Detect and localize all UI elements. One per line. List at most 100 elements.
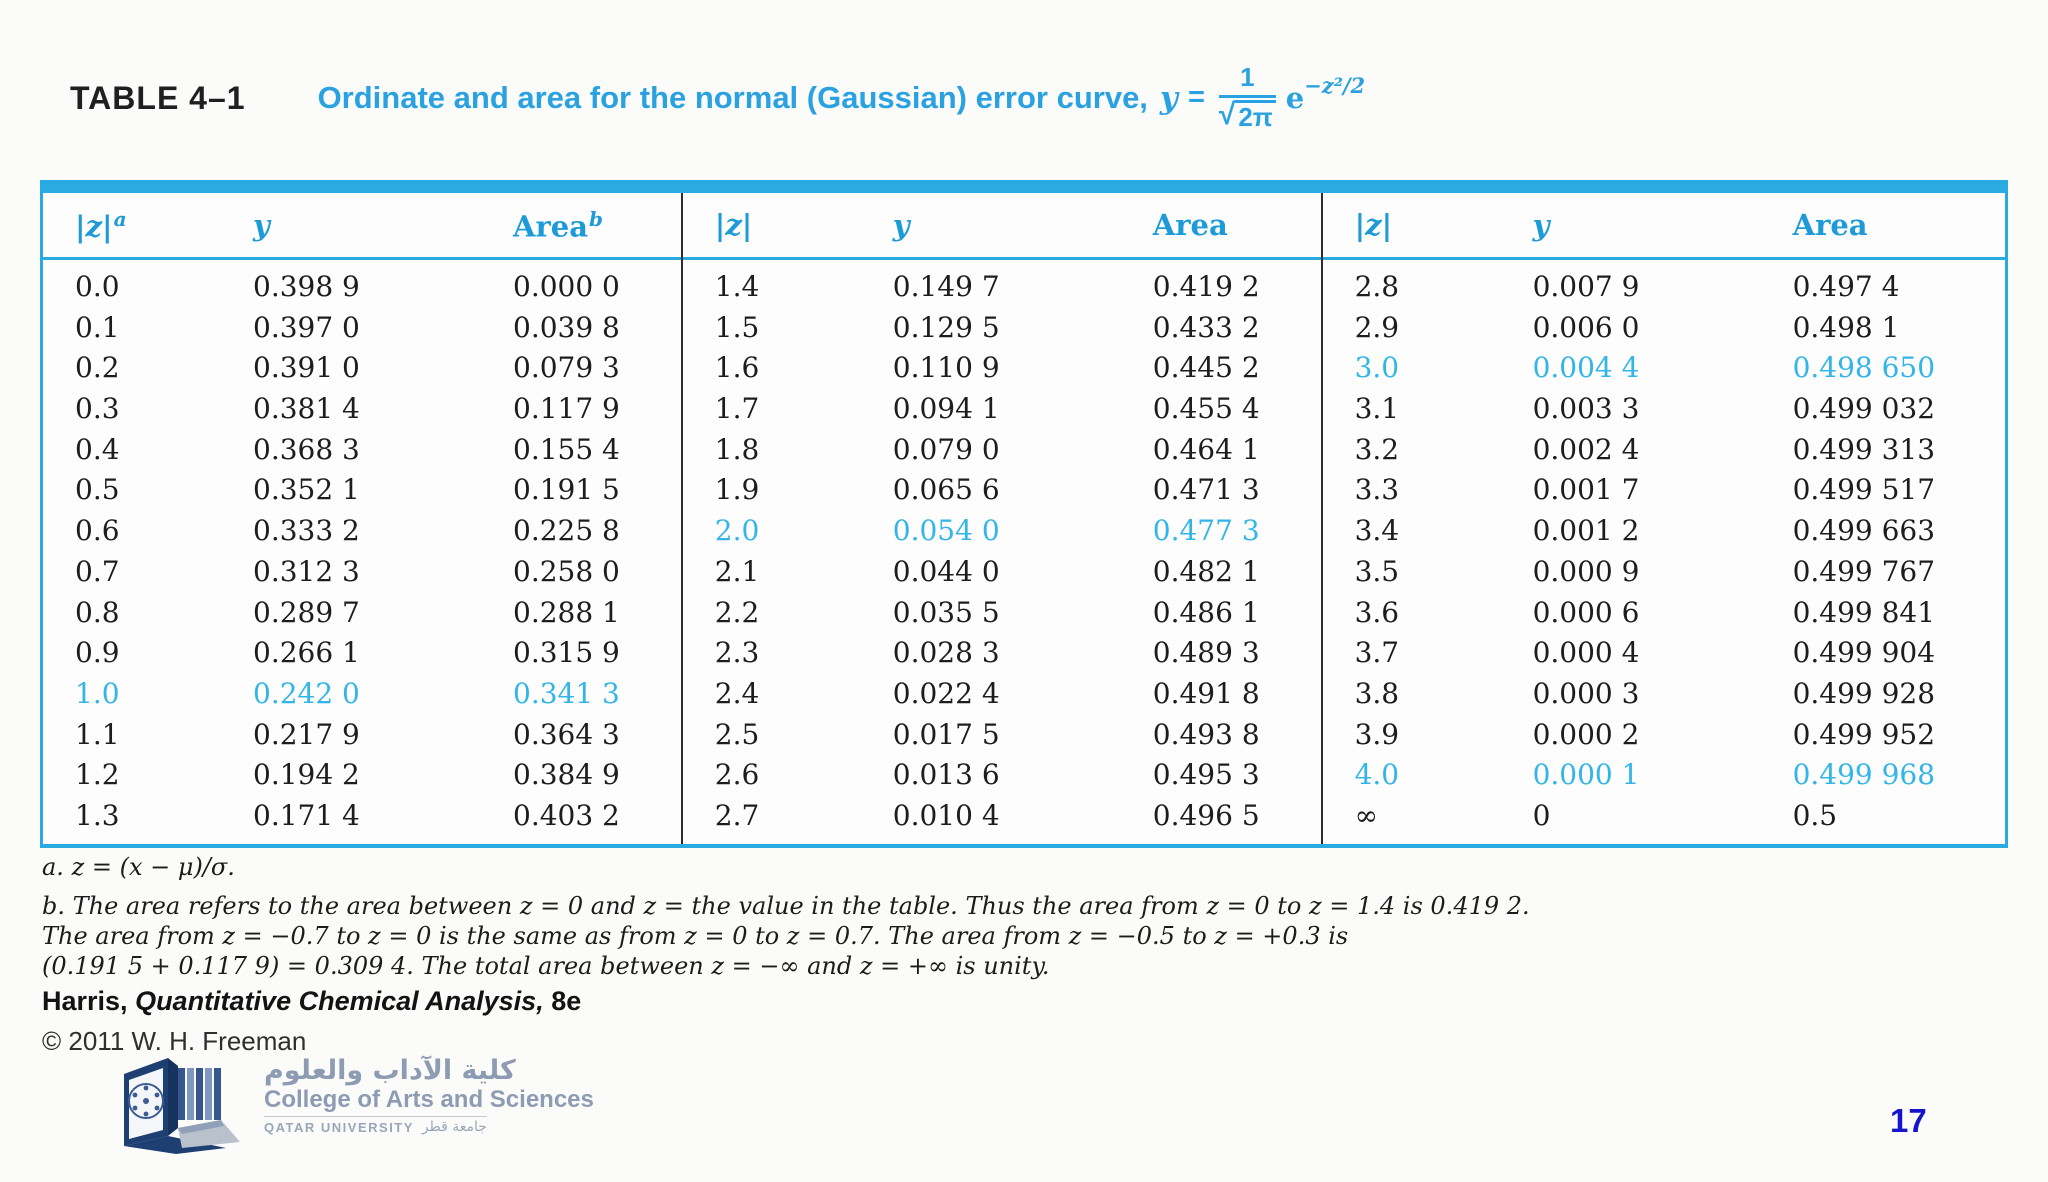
radical-sign: √ — [1218, 98, 1236, 132]
footnote-b: b. The area refers to the area between z… — [42, 891, 1530, 981]
citation-book-title: Quantitative Chemical Analysis, — [135, 986, 544, 1016]
table-cell: 0.194 2 — [253, 758, 360, 792]
table-cell: 3.4 — [1354, 514, 1400, 548]
table-cell: 2.5 — [714, 717, 760, 751]
column-header: Area — [1153, 208, 1321, 242]
table-cell: 0.403 2 — [513, 799, 620, 833]
table-cell: 0.117 9 — [513, 392, 620, 426]
citation-author: Harris, — [42, 986, 136, 1016]
table-row: 2.5 0.017 5 0.493 8 — [683, 714, 1321, 755]
table-cell: 3.5 — [1354, 554, 1400, 588]
table-cell: 0.333 2 — [253, 514, 360, 548]
table-row: 0.3 0.381 4 0.117 9 — [43, 388, 681, 429]
table-cell: 1.9 — [714, 473, 760, 507]
table-row: 0.5 0.352 1 0.191 5 — [43, 470, 681, 511]
table-cell: 3.6 — [1354, 595, 1400, 629]
table-cell: 0.007 9 — [1532, 269, 1640, 303]
table-row: 2.1 0.044 0 0.482 1 — [683, 551, 1321, 592]
table-cell: 0.499 904 — [1792, 636, 1936, 670]
table-cell: 0.315 9 — [513, 636, 620, 670]
table-cell: 0.000 2 — [1532, 717, 1640, 751]
footnote-b-line: The area from z = −0.7 to z = 0 is the s… — [42, 922, 1349, 950]
table-row: 2.4 0.022 4 0.491 8 — [683, 673, 1321, 714]
table-cell: 0.489 3 — [1152, 636, 1260, 670]
logo-english-title: College of Arts and Sciences — [264, 1086, 594, 1113]
formula-numerator: 1 — [1218, 63, 1276, 99]
footnote-b-line: (0.191 5 + 0.117 9) = 0.309 4. The total… — [42, 952, 1050, 980]
logo-text-block: كلية الآداب والعلوم College of Arts and … — [264, 1056, 594, 1135]
table-cell: 0.002 4 — [1532, 432, 1640, 466]
table-cell: 2.1 — [714, 554, 760, 588]
logo-subtitle: QATAR UNIVERSITY جامعة قطر — [264, 1116, 487, 1135]
table-row: 3.3 0.001 7 0.499 517 — [1323, 470, 2005, 511]
table-cell: 0.477 3 — [1152, 514, 1260, 548]
table-row: 1.1 0.217 9 0.364 3 — [43, 714, 681, 755]
table-cell: 0.288 1 — [513, 595, 620, 629]
table-row: 1.6 0.110 9 0.445 2 — [683, 347, 1321, 388]
table-row: 0.2 0.391 0 0.079 3 — [43, 347, 681, 388]
table-cell: 1.8 — [714, 432, 760, 466]
table-cell: 0.004 4 — [1532, 351, 1640, 385]
table-cell: 0.079 3 — [513, 351, 620, 385]
qatar-university-logo-icon — [116, 1056, 248, 1161]
table-cell: 0.1 — [75, 310, 120, 344]
table-row: 0.1 0.397 0 0.039 8 — [43, 307, 681, 348]
formula-y: y — [1159, 79, 1178, 116]
table-cell: 0.499 032 — [1792, 392, 1936, 426]
table-cell: 0.491 8 — [1152, 677, 1260, 711]
table-cell: 3.0 — [1354, 351, 1400, 385]
table-column-group: |z|a y Areab 0.0 0.398 9 0.000 0 0.1 0.397 0 0.0… — [43, 193, 683, 844]
table-cell: 0.5 — [75, 473, 120, 507]
table-row: 2.7 0.010 4 0.496 5 — [683, 795, 1321, 836]
column-header-label: |z| — [714, 208, 753, 242]
table-cell: 0.496 5 — [1152, 799, 1260, 833]
table-row: 3.2 0.002 4 0.499 313 — [1323, 429, 2005, 470]
table-row: 2.9 0.006 0 0.498 1 — [1323, 307, 2005, 348]
table-cell: 2.2 — [714, 595, 760, 629]
table-cell: 0.455 4 — [1152, 392, 1260, 426]
table-cell: 0.191 5 — [513, 473, 620, 507]
table-row: 0.9 0.266 1 0.315 9 — [43, 632, 681, 673]
table-cell: 2.8 — [1354, 269, 1400, 303]
table-cell: 0.499 968 — [1792, 758, 1936, 792]
table-cell: 0.499 928 — [1792, 677, 1936, 711]
column-header-label: Area — [1792, 208, 1868, 242]
table-cell: 0.2 — [75, 351, 120, 385]
table-row: 2.3 0.028 3 0.489 3 — [683, 632, 1321, 673]
table-cell: 0.499 663 — [1792, 514, 1936, 548]
table-cell: 2.6 — [714, 758, 760, 792]
table-row: ∞ 0 0.5 — [1323, 795, 2005, 836]
column-header: Area — [1793, 208, 2005, 242]
table-row: 1.8 0.079 0 0.464 1 — [683, 429, 1321, 470]
table-column-groups: |z|a y Areab 0.0 0.398 9 0.000 0 0.1 0.397 0 0.0… — [43, 193, 2005, 844]
copyright-line: © 2011 W. H. Freeman — [42, 1026, 307, 1056]
column-header: |z| — [1323, 208, 1533, 242]
table-cell: 0.486 1 — [1152, 595, 1260, 629]
table-cell: 0.499 767 — [1792, 554, 1936, 588]
table-row: 1.2 0.194 2 0.384 9 — [43, 755, 681, 796]
column-header-label: Area — [513, 209, 589, 244]
table-cell: 0.398 9 — [253, 269, 360, 303]
table-row: 1.9 0.065 6 0.471 3 — [683, 470, 1321, 511]
page-number: 17 — [1890, 1102, 1927, 1139]
formula-exponent: −z²/2 — [1304, 73, 1366, 99]
table-cell: 3.7 — [1354, 636, 1400, 670]
table-header-row: |z| y Area — [682, 193, 1321, 260]
table-cell: 0.010 4 — [892, 799, 1000, 833]
table-cell: 1.0 — [75, 677, 120, 711]
column-header-label: y — [892, 208, 910, 242]
citation-line: Harris, Quantitative Chemical Analysis, … — [42, 986, 581, 1017]
table-cell: 0.499 517 — [1792, 473, 1936, 507]
table-cell: 0.225 8 — [513, 514, 620, 548]
column-header: y — [253, 208, 513, 242]
table-row: 0.8 0.289 7 0.288 1 — [43, 592, 681, 633]
footnote-marker: b — [589, 206, 604, 231]
table-cell: 0.391 0 — [253, 351, 360, 385]
table-cell: 0.000 9 — [1532, 554, 1640, 588]
table-cell: 0.5 — [1792, 799, 1838, 833]
table-row: 3.5 0.000 9 0.499 767 — [1323, 551, 2005, 592]
footnote-marker: a — [113, 206, 127, 231]
column-header: |z|a — [43, 207, 253, 244]
table-cell: 0.352 1 — [253, 473, 360, 507]
table-cell: 0.001 7 — [1532, 473, 1640, 507]
